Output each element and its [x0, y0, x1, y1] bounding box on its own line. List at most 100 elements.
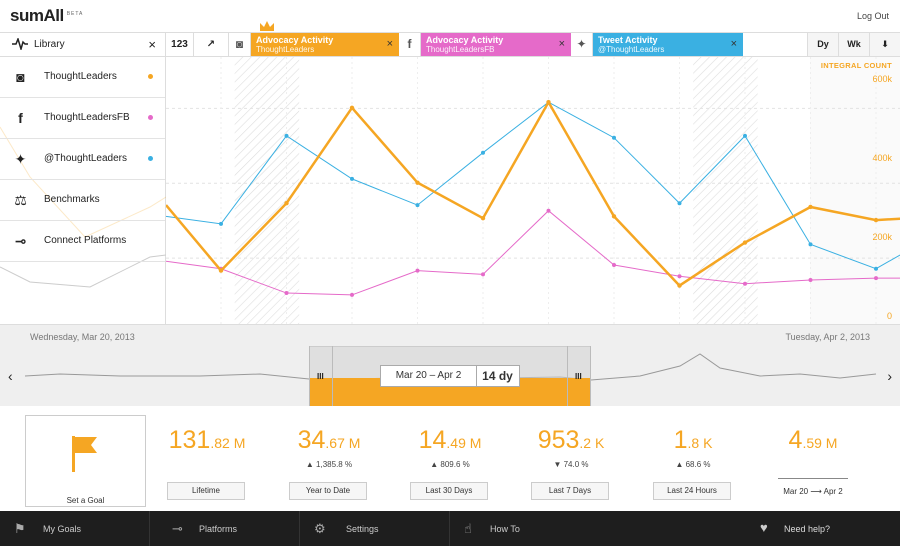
last-30-days-button[interactable]: Last 30 Days — [410, 482, 488, 500]
data-point[interactable] — [742, 240, 748, 245]
sidebar-item-benchmarks[interactable]: ⚖ Benchmarks — [0, 180, 165, 221]
weekend-band — [234, 57, 300, 324]
sidebar-item-label: Benchmarks — [44, 194, 100, 205]
range-from: Mar 20 — [783, 487, 809, 496]
need-help-button[interactable]: ♥ Need help? — [750, 511, 900, 546]
sidebar-item-label: ThoughtLeadersFB — [44, 112, 130, 123]
year-to-date-button[interactable]: Year to Date — [289, 482, 367, 500]
library-panel-header[interactable]: Library × — [0, 33, 166, 56]
close-tab-icon[interactable]: × — [386, 38, 393, 50]
data-point[interactable] — [612, 135, 616, 140]
data-point[interactable] — [873, 217, 879, 223]
close-library-icon[interactable]: × — [148, 37, 156, 52]
data-point[interactable] — [808, 204, 813, 210]
stat-value-unit: .8 K — [687, 435, 713, 451]
close-tab-icon[interactable]: × — [558, 38, 565, 50]
data-point[interactable] — [415, 268, 420, 273]
data-point[interactable] — [219, 221, 223, 226]
download-icon[interactable]: ⬇ — [869, 33, 900, 56]
twitter-icon: ✦ — [571, 33, 593, 56]
data-point[interactable] — [743, 133, 747, 138]
week-view-button[interactable]: Wk — [838, 33, 869, 56]
data-point[interactable] — [677, 283, 682, 288]
twitter-icon: ✦ — [14, 151, 27, 167]
nav-my-goals[interactable]: ⚑ My Goals — [0, 511, 150, 546]
sidebar-item-facebook[interactable]: f ThoughtLeadersFB — [0, 98, 165, 139]
data-point[interactable] — [349, 105, 355, 110]
data-point[interactable] — [808, 277, 813, 282]
top-bar: sumAll BETA Log Out — [0, 0, 900, 32]
trend-view-button[interactable]: ↗ — [194, 33, 229, 56]
stat-value: 1.8 K — [632, 426, 754, 455]
data-point[interactable] — [481, 272, 485, 277]
data-point[interactable] — [481, 150, 485, 155]
tab-tweet-activity[interactable]: Tweet Activity @ThoughtLeaders × — [593, 33, 743, 56]
sumall-logo[interactable]: sumAll BETA — [10, 6, 83, 26]
stat-value-unit: .82 M — [210, 435, 246, 451]
brush-handle-left[interactable]: III — [309, 346, 333, 408]
date-range-bar: Wednesday, Mar 20, 2013 Tuesday, Apr 2, … — [0, 324, 900, 346]
numbers-view-button[interactable]: 123 — [166, 33, 194, 56]
stat-year-to-date: 34.67 M ▲ 1,385.8 % Year to Date — [268, 406, 390, 511]
flag-icon: ⚑ — [14, 521, 26, 536]
last-24-hours-button[interactable]: Last 24 Hours — [653, 482, 731, 500]
stat-value-main: 14 — [418, 426, 447, 454]
chevron-right-icon[interactable]: › — [887, 368, 892, 384]
data-point[interactable] — [218, 268, 224, 273]
nav-how-to[interactable]: ☝ How To — [450, 511, 600, 546]
range-label: Mar 20 – Apr 2 — [381, 366, 477, 386]
stat-change: ▲ 1,385.8 % — [305, 460, 353, 469]
last-7-days-button[interactable]: Last 7 Days — [531, 482, 609, 500]
range-to: Apr 2 — [823, 487, 843, 496]
brush-handle-right[interactable]: III — [567, 346, 591, 408]
chart-svg — [166, 57, 900, 324]
activity-chart: INTEGRAL COUNT 600k 400k 200k 0 — [166, 57, 900, 324]
data-point[interactable] — [415, 203, 420, 208]
chevron-left-icon[interactable]: ‹ — [8, 368, 13, 384]
sidebar-item-instagram[interactable]: ◙ ThoughtLeaders — [0, 57, 165, 98]
data-point[interactable] — [350, 176, 354, 181]
y-tick-label: 600k — [872, 74, 892, 84]
set-goal-button[interactable]: Set a Goal — [25, 415, 146, 507]
data-point[interactable] — [612, 262, 616, 267]
data-point[interactable] — [546, 208, 551, 213]
custom-range-button[interactable]: Mar 20 ⟶ Apr 2 — [752, 487, 874, 496]
plug-icon: ⊸ — [14, 233, 27, 249]
nav-label: Settings — [346, 524, 379, 534]
facebook-icon: f — [18, 110, 23, 126]
sidebar: ◙ ThoughtLeaders f ThoughtLeadersFB ✦ @T… — [0, 57, 166, 324]
instagram-icon: ◙ — [16, 69, 25, 85]
range-days: 14 dy — [482, 369, 513, 383]
stat-value: 953.2 K — [510, 426, 632, 455]
data-point[interactable] — [284, 291, 289, 296]
sidebar-item-connect-platforms[interactable]: ⊸ Connect Platforms — [0, 221, 165, 262]
data-point[interactable] — [874, 276, 878, 281]
data-point[interactable] — [808, 242, 813, 247]
sidebar-item-twitter[interactable]: ✦ @ThoughtLeaders — [0, 139, 165, 180]
data-point[interactable] — [415, 180, 420, 185]
data-point[interactable] — [350, 292, 354, 297]
tab-subtitle: @ThoughtLeaders — [598, 45, 665, 54]
data-point[interactable] — [677, 201, 682, 206]
data-point[interactable] — [874, 266, 878, 271]
lifetime-button[interactable]: Lifetime — [167, 482, 245, 500]
stat-value-main: 34 — [297, 426, 326, 454]
data-point[interactable] — [284, 201, 289, 206]
series-color-dot — [148, 74, 153, 79]
tab-advocacy-activity-instagram[interactable]: Advocacy Activity ThoughtLeaders × — [251, 21, 399, 56]
tab-advocacy-activity-facebook[interactable]: Advocacy Activity ThoughtLeadersFB × — [421, 33, 571, 56]
nav-platforms[interactable]: ⊸ Platforms — [150, 511, 300, 546]
data-point[interactable] — [743, 281, 747, 286]
data-point[interactable] — [546, 99, 551, 105]
close-tab-icon[interactable]: × — [730, 38, 737, 50]
grip-icon: III — [317, 372, 324, 381]
data-point[interactable] — [677, 274, 682, 279]
stat-value: 14.49 M — [389, 426, 511, 455]
data-point[interactable] — [480, 216, 486, 221]
nav-settings[interactable]: ⚙ Settings — [300, 511, 450, 546]
data-point[interactable] — [284, 133, 289, 138]
day-view-button[interactable]: Dy — [807, 33, 838, 56]
data-point[interactable] — [611, 214, 617, 219]
logout-link[interactable]: Log Out — [856, 11, 889, 21]
range-display: Mar 20 – Apr 2 14 dy — [380, 365, 520, 387]
